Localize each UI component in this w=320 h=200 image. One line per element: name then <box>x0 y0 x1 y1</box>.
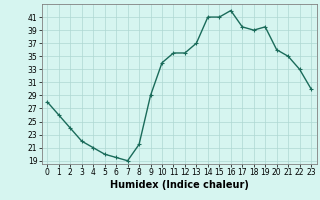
X-axis label: Humidex (Indice chaleur): Humidex (Indice chaleur) <box>110 180 249 190</box>
